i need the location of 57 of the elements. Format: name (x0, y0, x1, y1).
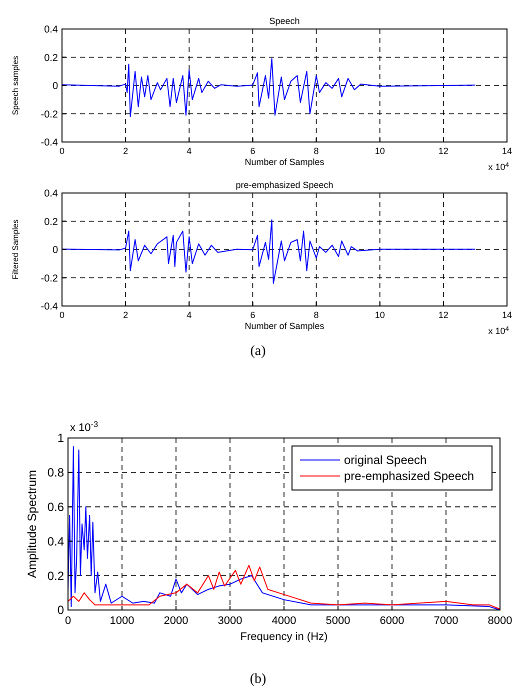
y-tick-label: 1 (57, 431, 64, 446)
x-tick-label: 10 (374, 310, 385, 320)
x-tick-label: 2000 (164, 615, 188, 627)
y-tick-label: 0.2 (44, 52, 58, 64)
text: (b) (250, 672, 266, 687)
y-tick-label: -0.4 (40, 302, 58, 312)
y-tick-label: 0 (57, 603, 64, 618)
y-tick-label: 0 (52, 245, 58, 256)
y-tick-label: 0.6 (47, 500, 64, 514)
x-tick-label: 12 (438, 310, 448, 320)
y-tick-label: 0.4 (44, 24, 58, 36)
x-tick-label: 8 (314, 146, 319, 156)
x-tick-label: 8000 (488, 615, 512, 627)
x-tick-label: 4000 (272, 615, 296, 627)
x-tick-label: 4 (186, 310, 192, 320)
y-tick-label: -0.2 (40, 273, 58, 284)
text: x 10$^{4}$ (488, 162, 510, 172)
x-tick-label: 6 (250, 146, 256, 156)
x-tick-label: 3000 (218, 615, 242, 627)
chart-title: pre-emphasized Speech (236, 180, 334, 190)
x-tick-label: 7000 (434, 615, 458, 627)
y-axis-title: Filtered Samples (11, 219, 20, 280)
text: x 10$^{4}$ (488, 326, 510, 336)
x-tick-label: 8 (314, 310, 319, 320)
x-tick-label: 4 (186, 146, 192, 156)
legend-label: pre-emphasized Speech (344, 469, 474, 484)
line-series (62, 219, 476, 284)
x-axis-title: Number of Samples (244, 157, 325, 167)
y-tick-label: 0.2 (47, 568, 64, 583)
text: (a) (250, 344, 266, 359)
line-series (68, 564, 500, 610)
y-axis-title: Speech samples (11, 56, 20, 116)
x-tick-label: 2 (123, 146, 128, 156)
chart-title: Speech (269, 16, 300, 26)
x-tick-label: 2 (123, 310, 128, 320)
x-tick-label: 5000 (326, 615, 350, 627)
x-tick-label: 1000 (110, 615, 134, 627)
x-tick-label: 12 (438, 146, 448, 156)
y-tick-label: 0.8 (47, 466, 64, 480)
y-tick-label: -0.4 (40, 138, 58, 148)
y-tick-label: 0 (52, 81, 58, 92)
line-series (62, 58, 476, 118)
x-tick-label: 14 (502, 146, 512, 156)
legend-label: original Speech (344, 453, 427, 468)
x-tick-label: 10 (374, 146, 385, 156)
y-axis-title: Amplitude Spectrum (25, 470, 39, 578)
x-axis-title: Frequency in (Hz) (240, 631, 328, 643)
y-tick-label: 0.4 (47, 534, 64, 548)
y-tick-label: 0.2 (44, 216, 58, 228)
x-axis-title: Number of Samples (244, 321, 325, 331)
y-tick-label: 0.4 (44, 188, 58, 200)
x-tick-label: 6000 (380, 615, 404, 627)
line-series (68, 446, 500, 610)
text: x 10$^{-3}$ (70, 420, 99, 434)
y-tick-label: -0.2 (40, 109, 58, 120)
x-tick-label: 6 (250, 310, 256, 320)
x-tick-label: 14 (502, 310, 512, 320)
